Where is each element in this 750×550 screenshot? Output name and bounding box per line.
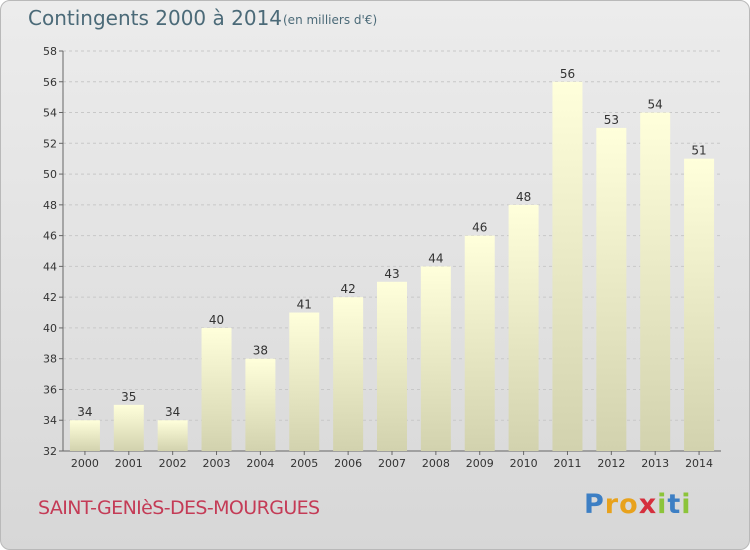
- logo-letter: t: [667, 489, 682, 520]
- bar-2002: [157, 420, 188, 451]
- x-tick-label: 2010: [510, 457, 538, 470]
- y-tick-label: 48: [43, 199, 57, 212]
- x-tick-label: 2014: [685, 457, 713, 470]
- proxiti-logo: Proxiti: [584, 489, 692, 520]
- x-tick-label: 2001: [115, 457, 143, 470]
- value-label: 51: [691, 144, 706, 158]
- logo-letter: x: [638, 489, 658, 520]
- value-label: 34: [165, 405, 180, 419]
- x-tick-label: 2005: [290, 457, 318, 470]
- logo-letter: o: [619, 489, 639, 520]
- value-label: 48: [516, 190, 531, 204]
- value-label: 41: [297, 298, 312, 312]
- x-tick-label: 2006: [334, 457, 362, 470]
- bar-2012: [596, 127, 627, 451]
- value-label: 42: [340, 282, 355, 296]
- y-tick-label: 52: [43, 137, 57, 150]
- value-label: 43: [384, 267, 399, 281]
- bar-2003: [201, 327, 232, 451]
- bar-2014: [684, 158, 715, 451]
- value-label: 56: [560, 67, 575, 81]
- y-tick-label: 56: [43, 76, 57, 89]
- y-tick-label: 46: [43, 230, 57, 243]
- bar-2010: [508, 204, 539, 451]
- logo-letter: P: [584, 489, 605, 520]
- chart-title: Contingents 2000 à 2014: [28, 6, 283, 30]
- y-tick-label: 44: [43, 260, 57, 273]
- y-tick-label: 58: [43, 45, 57, 58]
- bar-2009: [464, 235, 495, 451]
- x-tick-label: 2013: [641, 457, 669, 470]
- bar-2006: [333, 297, 364, 451]
- y-tick-label: 38: [43, 353, 57, 366]
- logo-letter: i: [681, 489, 692, 520]
- value-label: 53: [604, 113, 619, 127]
- x-tick-label: 2008: [422, 457, 450, 470]
- x-tick-label: 2011: [553, 457, 581, 470]
- value-label: 40: [209, 313, 224, 327]
- value-label: 35: [121, 390, 136, 404]
- bar-2011: [552, 81, 583, 452]
- value-label: 38: [253, 344, 268, 358]
- bar-2008: [420, 266, 451, 451]
- value-labels: 34 35 34 40 38 41 42 43 44 46 48 56 53 54 51: [77, 67, 706, 419]
- x-tick-label: 2004: [246, 457, 274, 470]
- x-tick-label: 2007: [378, 457, 406, 470]
- x-tick-label: 2000: [71, 457, 99, 470]
- logo-letter: i: [657, 489, 668, 520]
- bar-2004: [245, 358, 276, 451]
- commune-name: SAINT-GENIèS-DES-MOURGUES: [38, 497, 320, 519]
- y-tick-label: 54: [43, 107, 57, 120]
- value-label: 34: [77, 405, 92, 419]
- x-tick-label: 2003: [203, 457, 231, 470]
- y-tick-label: 42: [43, 291, 57, 304]
- value-label: 46: [472, 221, 487, 235]
- value-label: 44: [428, 251, 443, 265]
- bar-2005: [289, 312, 320, 451]
- x-tick-label: 2009: [466, 457, 494, 470]
- y-tick-label: 36: [43, 383, 57, 396]
- bar-2001: [113, 404, 144, 451]
- y-tick-label: 34: [43, 414, 57, 427]
- bar-2000: [69, 420, 100, 451]
- bars: [69, 81, 715, 452]
- bar-2007: [377, 281, 407, 451]
- x-tick-label: 2012: [597, 457, 625, 470]
- logo-letter: r: [604, 489, 620, 520]
- bar-2013: [640, 112, 671, 452]
- y-tick-label: 50: [43, 168, 57, 181]
- y-tick-label: 32: [43, 445, 57, 458]
- value-label: 54: [648, 98, 663, 112]
- x-tick-label: 2002: [159, 457, 187, 470]
- y-tick-label: 40: [43, 322, 57, 335]
- chart-subtitle: (en milliers d'€): [283, 13, 378, 27]
